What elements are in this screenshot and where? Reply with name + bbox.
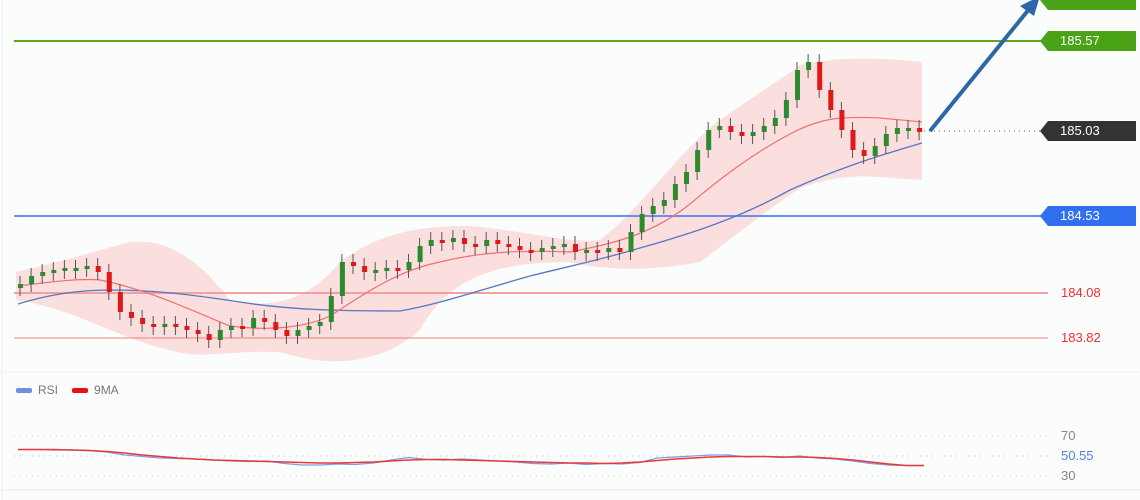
short-moving-average [17, 116, 923, 329]
rsi-swatch [16, 387, 32, 393]
rsi-70-label: 70 [1061, 428, 1076, 443]
target-level-tag [1040, 0, 1136, 10]
support-2-label: 184.08 [1061, 285, 1101, 300]
rsi-9ma-line [18, 448, 924, 467]
rsi-legend: RSI 9MA [16, 383, 119, 397]
ma-swatch [72, 387, 89, 393]
ma-legend-label: 9MA [94, 383, 119, 397]
arrow-head-icon [1020, 0, 1039, 16]
candlesticks [18, 54, 923, 348]
current-price-tag: 185.03 [1040, 121, 1136, 141]
rsi-current-label: 50.55 [1061, 448, 1094, 463]
resistance-tag: 185.57 [1040, 31, 1136, 51]
rsi-30-label: 30 [1061, 468, 1076, 483]
long-moving-average [17, 142, 923, 312]
support-3-label: 183.82 [1061, 330, 1101, 345]
projection-arrow [928, 6, 1032, 133]
bollinger-band [16, 58, 922, 362]
support-1-tag: 184.53 [1040, 206, 1136, 226]
rsi-legend-label: RSI [38, 383, 59, 397]
